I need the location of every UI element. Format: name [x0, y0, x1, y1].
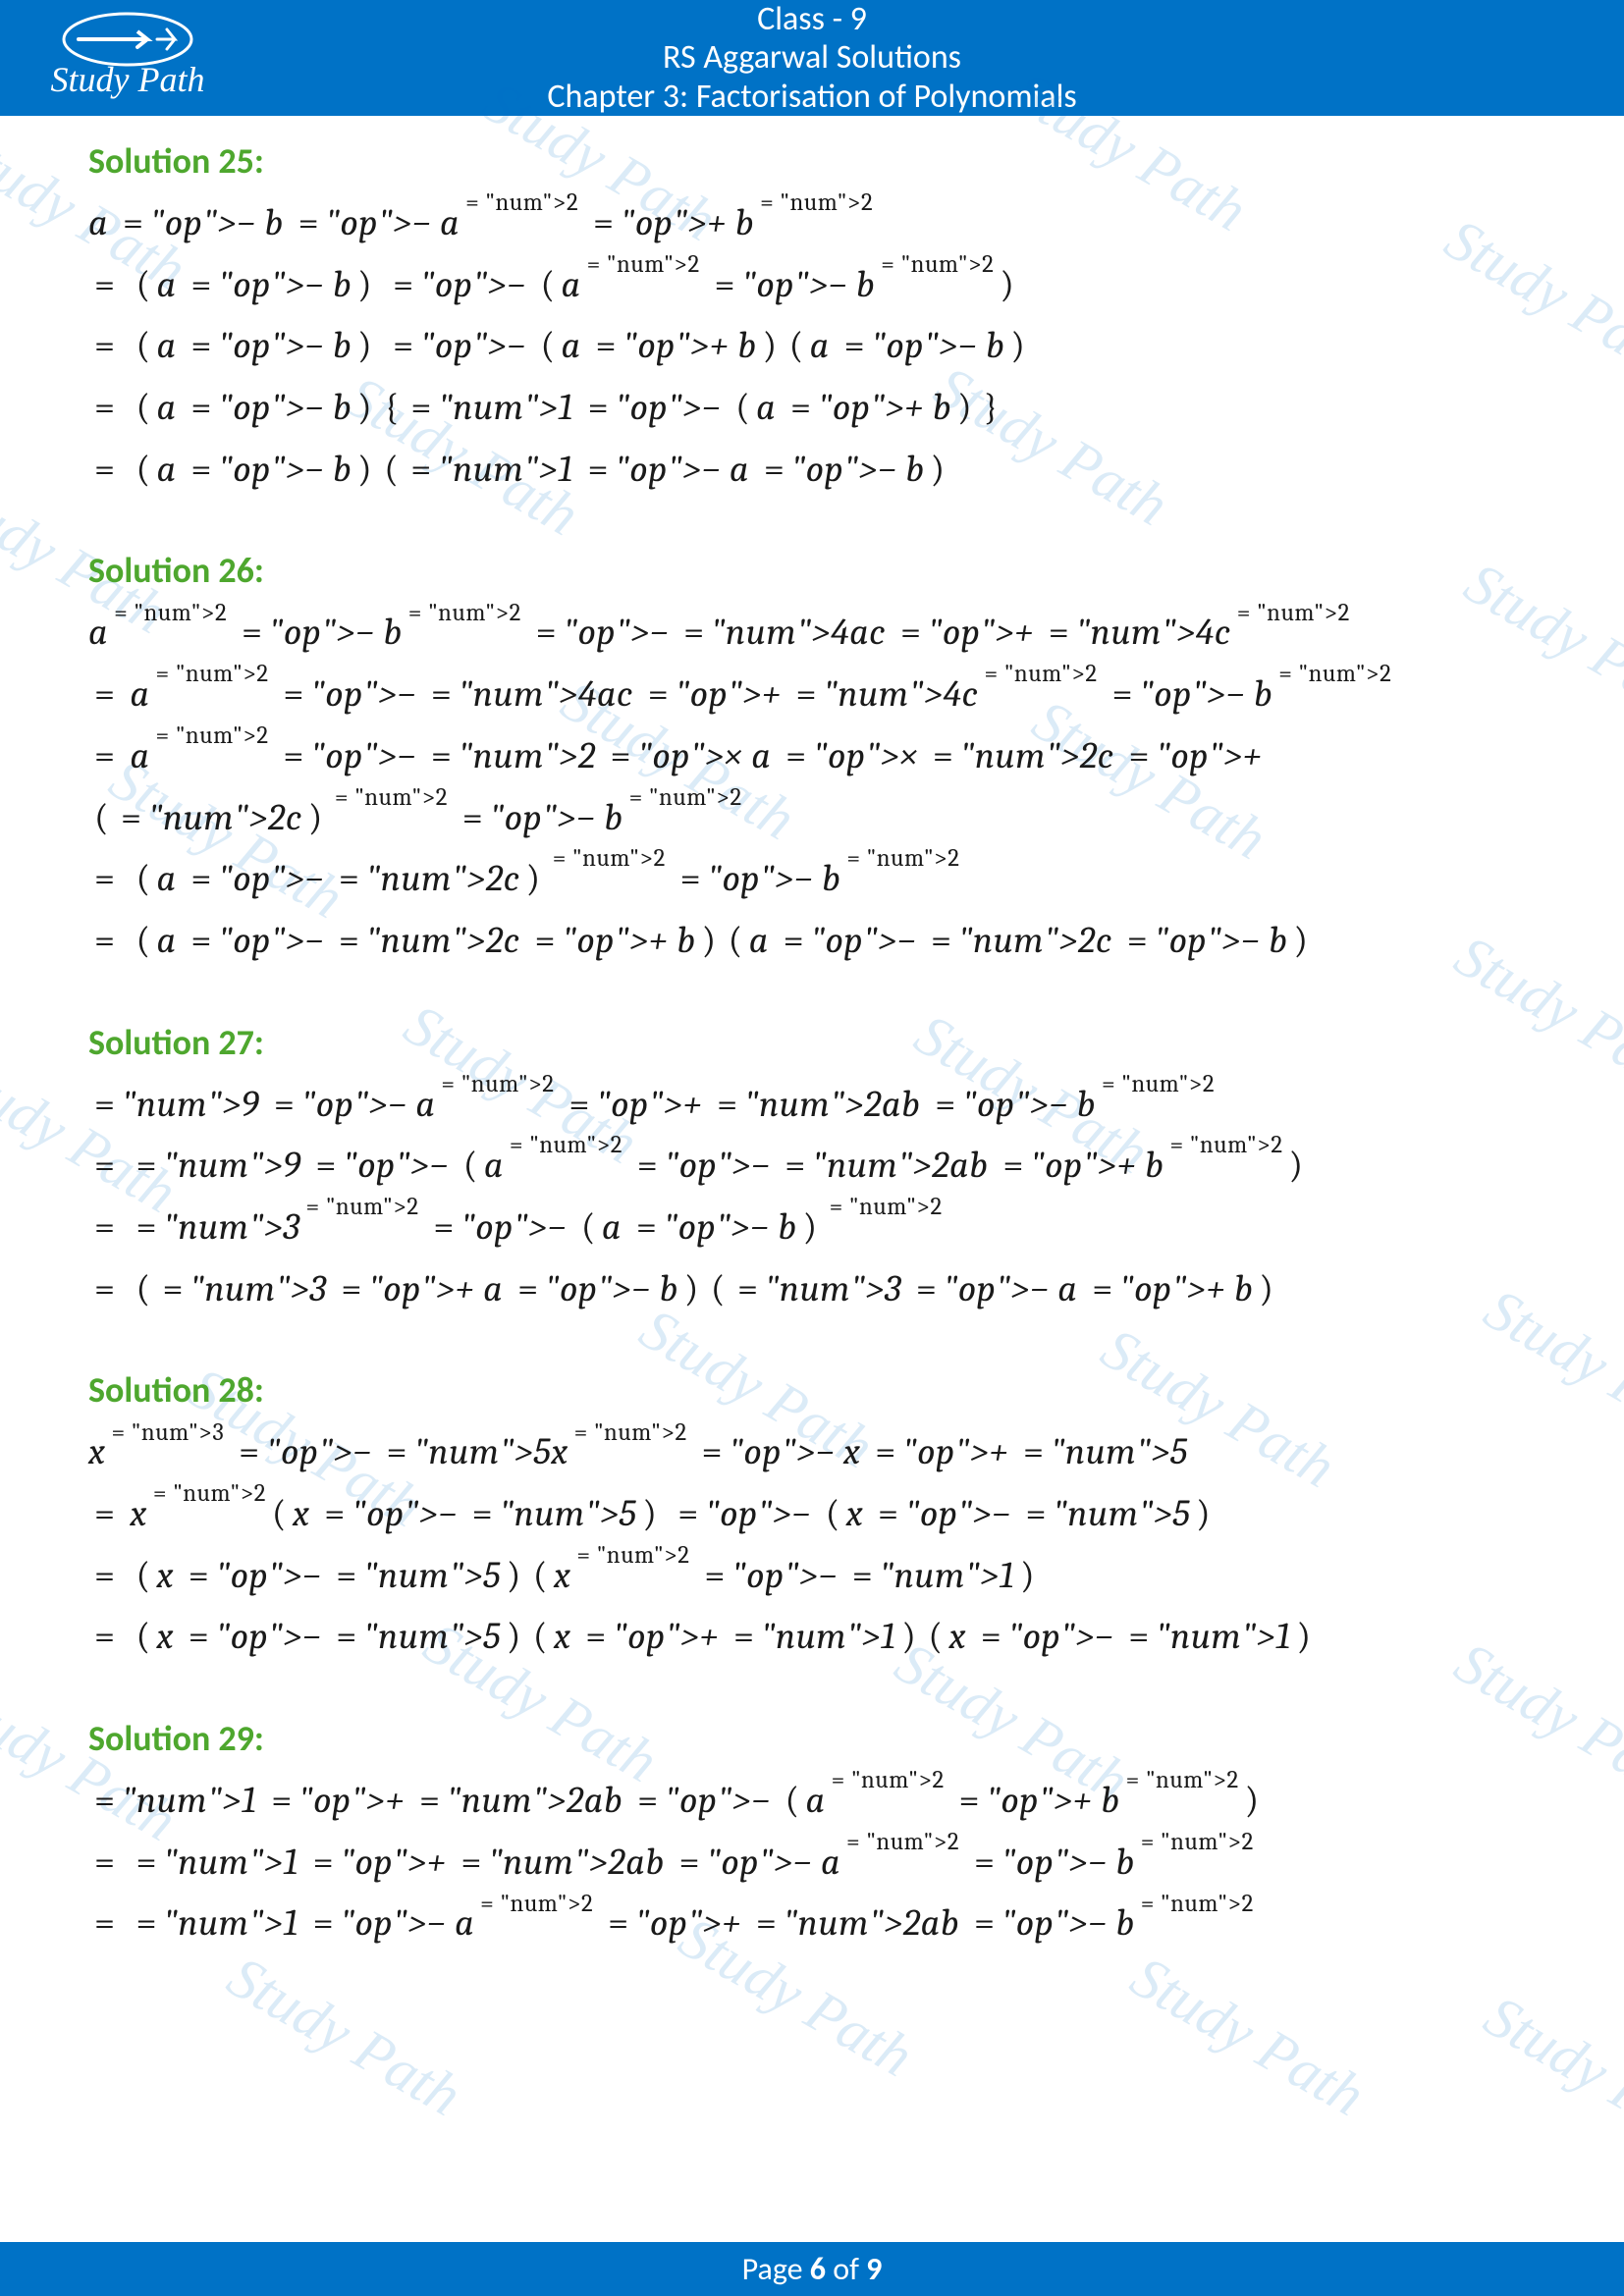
footer-total-pages: 9 [866, 2250, 882, 2288]
footer-current-page: 6 [810, 2250, 826, 2288]
solution-26-title: Solution 26: [88, 549, 1536, 592]
watermark: Study Path [216, 1943, 472, 2130]
svg-text:Study Path: Study Path [51, 60, 205, 99]
math-line: = (a ="op">− b) ="op">− (a="num">2 ="op"… [88, 254, 1536, 316]
math-line: ="num">9 ="op">− a="num">2 ="op">+ ="num… [88, 1074, 1536, 1136]
math-line: = (x ="op">− ="num">5)(x="num">2 ="op">−… [88, 1545, 1536, 1607]
watermark: Study Path [1473, 1982, 1624, 2169]
math-line: = ="num">1 ="op">+ ="num">2ab ="op">− a=… [88, 1832, 1536, 1894]
solution-28-title: Solution 28: [88, 1368, 1536, 1412]
page-header: Study Path Class - 9 RS Aggarwal Solutio… [0, 0, 1624, 116]
math-line: = ="num">3="num">2 ="op">− (a ="op">− b)… [88, 1197, 1536, 1258]
footer-middle: of [826, 2250, 866, 2288]
math-line: = a="num">2 ="op">− ="num">2 ="op">× a =… [88, 725, 1536, 848]
math-line: x="num">3 ="op">− ="num">5x="num">2 ="op… [88, 1421, 1536, 1483]
watermark: Study Path [1119, 1943, 1376, 2130]
math-line: = a="num">2 ="op">− ="num">4ac ="op">+ =… [88, 664, 1536, 725]
brand-logo: Study Path [29, 8, 226, 106]
math-line: = (a ="op">− b)(="num">1 ="op">− a ="op"… [88, 439, 1536, 501]
page-content: Solution 25: a ="op">− b ="op">− a="num"… [0, 116, 1624, 1954]
header-chapter: Chapter 3: Factorisation of Polynomials [0, 78, 1624, 116]
solution-25-title: Solution 25: [88, 139, 1536, 183]
footer-prefix: Page [742, 2250, 810, 2288]
math-line: = (a ="op">− b) ="op">− (a ="op">+ b)(a … [88, 315, 1536, 377]
solution-27-title: Solution 27: [88, 1021, 1536, 1064]
math-line: = ="num">9 ="op">− (a="num">2 ="op">− ="… [88, 1135, 1536, 1197]
math-line: = ="num">1 ="op">− a="num">2 ="op">+ ="n… [88, 1893, 1536, 1954]
math-line: a ="op">− b ="op">− a="num">2 ="op">+ b=… [88, 192, 1536, 254]
math-line: a="num">2 ="op">− b="num">2 ="op">− ="nu… [88, 602, 1536, 664]
math-line: = (a ="op">− b){="num">1 ="op">− (a ="op… [88, 377, 1536, 439]
math-line: = (x ="op">− ="num">5)(x ="op">+ ="num">… [88, 1606, 1536, 1668]
math-line: = x="num">2(x ="op">− ="num">5) ="op">− … [88, 1483, 1536, 1545]
solution-29-title: Solution 29: [88, 1717, 1536, 1760]
math-line: = (="num">3 ="op">+ a ="op">− b)(="num">… [88, 1258, 1536, 1320]
header-book: RS Aggarwal Solutions [0, 38, 1624, 77]
header-class: Class - 9 [0, 0, 1624, 38]
page-footer: Page 6 of 9 [0, 2242, 1624, 2296]
math-line: = (a ="op">− ="num">2c ="op">+ b)(a ="op… [88, 910, 1536, 972]
math-line: ="num">1 ="op">+ ="num">2ab ="op">− (a="… [88, 1770, 1536, 1832]
header-title-block: Class - 9 RS Aggarwal Solutions Chapter … [0, 0, 1624, 115]
math-line: = (a ="op">− ="num">2c)="num">2 ="op">− … [88, 848, 1536, 910]
study-path-logo-icon: Study Path [39, 8, 216, 106]
